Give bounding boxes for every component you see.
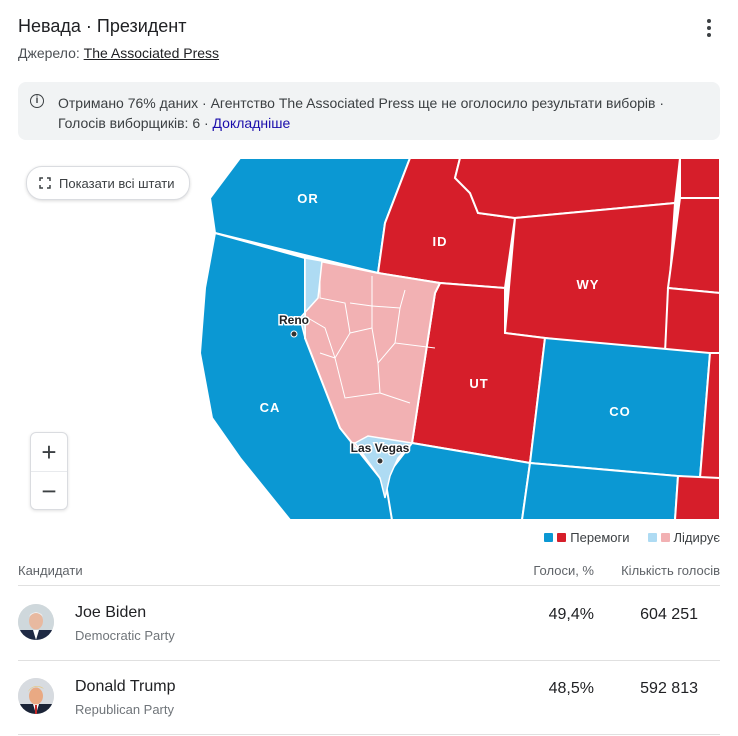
more-info-link[interactable]: Докладніше [212, 115, 291, 131]
candidate-votes: 592 813 [640, 680, 698, 697]
state-new-mexico [520, 461, 680, 520]
source-line: Джерело: The Associated Press [18, 44, 720, 62]
election-map[interactable]: OR ID WY CA UT CO Reno Las Vegas [0, 158, 720, 520]
state-nebraska [663, 286, 720, 354]
source-label: Джерело: [18, 45, 80, 61]
table-row[interactable]: Joe Biden Democratic Party 49,4% 604 251 [18, 586, 720, 661]
zoom-controls: + − [30, 432, 68, 510]
county-clark-leading [353, 435, 414, 499]
source-link[interactable]: The Associated Press [83, 45, 220, 61]
expand-icon [39, 177, 51, 189]
legend-leading-label: Лідирує [673, 530, 720, 545]
label-ut: UT [469, 376, 488, 391]
map-legend: Перемоги Лідирує [544, 530, 720, 545]
label-or: OR [297, 191, 319, 206]
legend-rep-won-swatch [557, 533, 567, 542]
info-text: Отримано 76% даних · Агентство The Assoc… [58, 95, 664, 131]
more-options-icon[interactable] [698, 16, 720, 40]
legend-rep-leading-swatch [660, 533, 670, 542]
show-all-states-button[interactable]: Показати всі штати [26, 166, 190, 200]
header-votes: Кількість голосів [621, 563, 720, 578]
avatar [18, 604, 54, 640]
las-vegas-dot [376, 457, 384, 465]
candidate-name: Joe Biden [75, 604, 147, 621]
state-dakotas [679, 158, 720, 199]
zoom-out-button[interactable]: − [41, 475, 57, 506]
info-icon: i [30, 94, 44, 108]
label-co: CO [609, 404, 631, 419]
nevada-county-borders [307, 263, 436, 404]
county-washoe-leading [299, 257, 323, 339]
header-candidates: Кандидати [18, 563, 83, 578]
candidate-percent: 48,5% [548, 680, 594, 697]
state-south-dakota [666, 197, 720, 295]
candidate-party: Democratic Party [75, 628, 175, 643]
label-wy: WY [577, 277, 600, 292]
show-all-states-label: Показати всі штати [59, 175, 175, 191]
label-ca: CA [260, 400, 281, 415]
header-percent: Голоси, % [533, 563, 594, 578]
avatar [18, 678, 54, 714]
state-oklahoma [673, 474, 720, 520]
label-reno: Reno [279, 313, 309, 327]
legend-dem-won-swatch [544, 533, 554, 542]
label-id: ID [433, 234, 448, 249]
table-row[interactable]: Donald Trump Republican Party 48,5% 592 … [18, 660, 720, 735]
legend-won-label: Перемоги [570, 530, 630, 545]
label-las-vegas: Las Vegas [351, 441, 410, 455]
candidate-name: Donald Trump [75, 678, 176, 695]
results-table-header: Кандидати Голоси, % Кількість голосів [18, 561, 720, 586]
candidate-percent: 49,4% [548, 606, 594, 623]
info-banner: i Отримано 76% даних · Агентство The Ass… [18, 82, 720, 140]
legend-dem-leading-swatch [647, 533, 657, 542]
zoom-in-button[interactable]: + [31, 433, 67, 472]
page-title: Невада · Президент [18, 16, 187, 36]
candidate-party: Republican Party [75, 702, 174, 717]
results-header: Невада · Президент Джерело: The Associat… [18, 14, 720, 64]
reno-dot [290, 330, 298, 338]
candidate-votes: 604 251 [640, 606, 698, 623]
state-kansas [698, 352, 720, 479]
